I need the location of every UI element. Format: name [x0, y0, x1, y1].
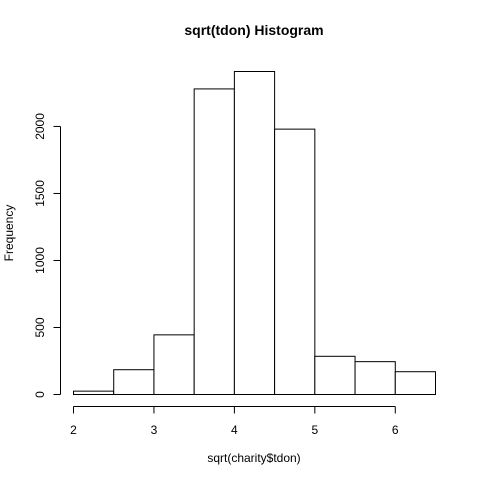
histogram-bar [354, 361, 396, 396]
chart-title: sqrt(tdon) Histogram [184, 22, 323, 38]
histogram-bar [394, 371, 436, 395]
histogram-bar [153, 334, 195, 395]
y-tick-label: 1500 [33, 180, 47, 207]
histogram-bar [274, 128, 316, 395]
x-axis-label: sqrt(charity$tdon) [207, 451, 300, 465]
y-axis: 0 500 1000 1500 2000 [33, 113, 61, 398]
y-tick-label: 2000 [33, 113, 47, 140]
x-tick-label: 5 [311, 423, 318, 437]
y-tick-label: 1000 [33, 247, 47, 274]
y-tick-label: 0 [33, 391, 47, 398]
x-axis: 2 3 4 5 6 [70, 406, 399, 437]
x-tick-label: 2 [70, 423, 77, 437]
histogram-bar [113, 369, 155, 395]
x-tick-label: 6 [392, 423, 399, 437]
histogram-bar [73, 390, 115, 396]
histogram-bar [314, 355, 356, 396]
x-tick-label: 4 [231, 423, 238, 437]
histogram-bar [193, 88, 235, 395]
x-tick-label: 3 [151, 423, 158, 437]
y-tick-label: 500 [33, 317, 47, 337]
bars-group [73, 71, 436, 396]
histogram-bar [233, 71, 276, 395]
y-axis-label: Frequency [2, 205, 16, 262]
